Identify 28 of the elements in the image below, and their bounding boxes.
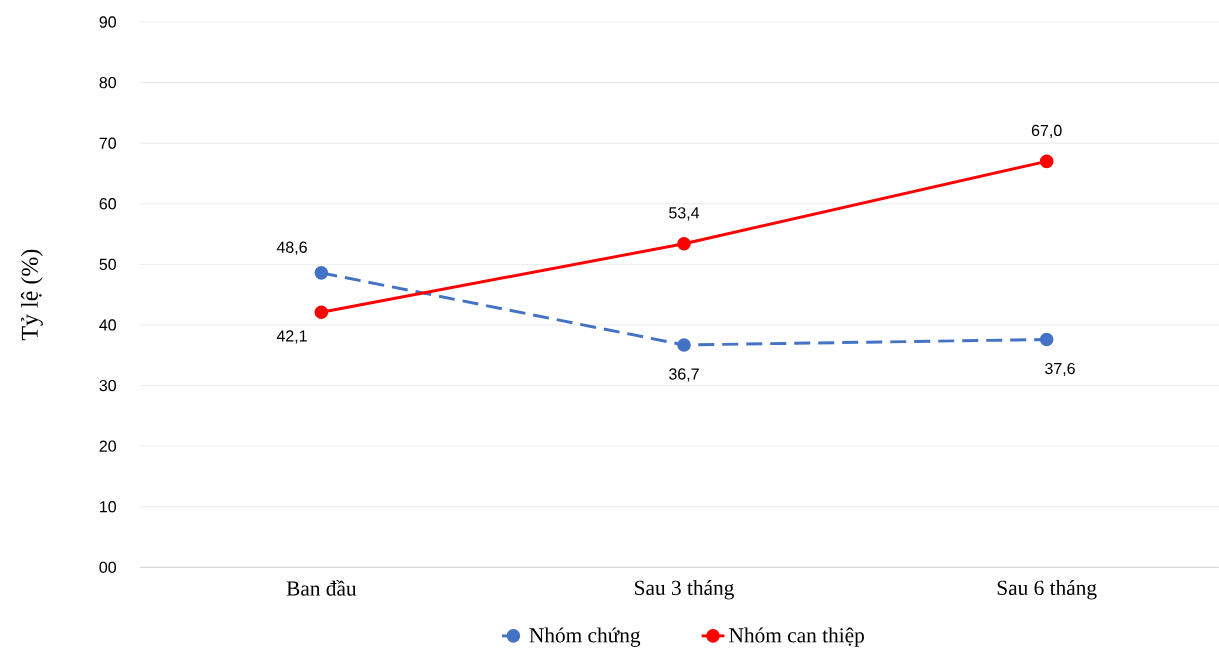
y-tick-label: 50 bbox=[99, 258, 117, 271]
x-tick-label: Sau 3 tháng bbox=[635, 580, 734, 600]
y-tick-label: 00 bbox=[99, 561, 117, 573]
legend-label: Nhóm can thiệp bbox=[729, 627, 864, 647]
data-label: 53,4 bbox=[669, 207, 700, 221]
legend-label: Nhóm chứng bbox=[529, 627, 641, 647]
data-label: 67,0 bbox=[1031, 124, 1062, 138]
point bbox=[314, 305, 329, 320]
x-tick-label: Ban đầu bbox=[286, 580, 357, 596]
y-tick-label: 30 bbox=[99, 379, 117, 392]
point bbox=[314, 266, 329, 280]
x-tick-label: Sau 6 tháng bbox=[997, 580, 1097, 600]
y-tick-label: 40 bbox=[99, 319, 117, 331]
point bbox=[677, 236, 691, 251]
y-tick-label: 90 bbox=[99, 16, 117, 28]
point bbox=[1039, 332, 1054, 347]
y-tick-label: 80 bbox=[99, 76, 117, 89]
y-axis-title: Tỷ lệ (%) bbox=[20, 249, 43, 341]
data-label: 37,6 bbox=[1045, 362, 1075, 377]
data-label: 42,1 bbox=[276, 330, 307, 344]
point bbox=[1039, 154, 1054, 169]
y-tick-label: 10 bbox=[100, 501, 117, 513]
data-label: 36,7 bbox=[669, 368, 699, 382]
y-tick-label: 60 bbox=[99, 198, 117, 210]
point bbox=[677, 338, 691, 352]
data-label: 48,6 bbox=[276, 241, 307, 255]
y-tick-label: 70 bbox=[99, 137, 117, 149]
y-tick-label: 20 bbox=[99, 440, 117, 452]
